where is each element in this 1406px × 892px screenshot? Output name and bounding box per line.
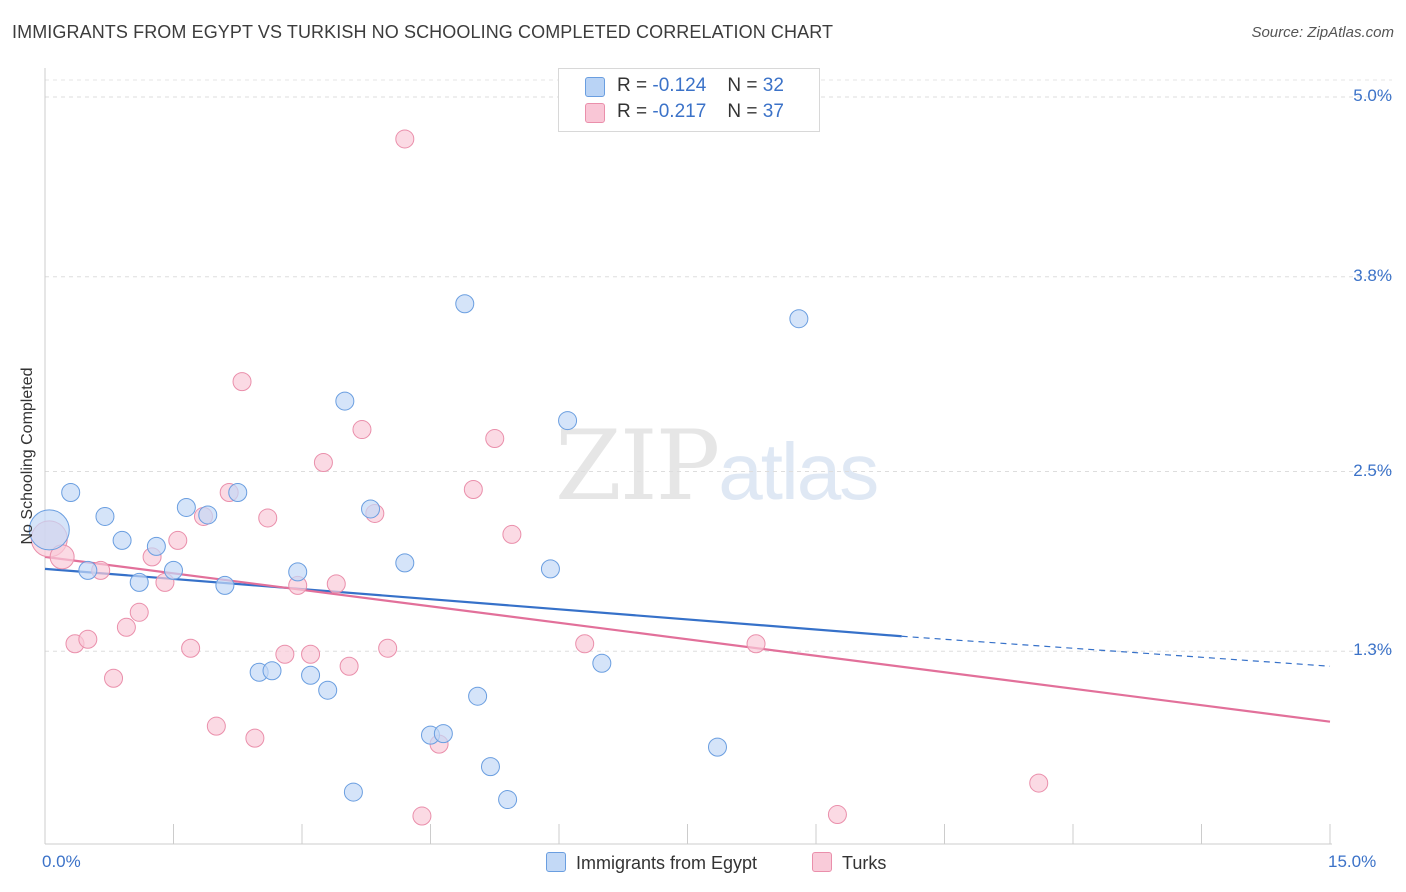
data-point [395, 553, 415, 573]
trend-line [44, 567, 902, 638]
data-point [78, 560, 98, 580]
data-point [395, 129, 415, 149]
trend-line [44, 555, 1331, 723]
data-point [258, 508, 278, 528]
data-point [129, 572, 149, 592]
legend-swatch-egypt [585, 77, 605, 97]
data-point [339, 656, 359, 676]
data-point [104, 668, 124, 688]
data-point [575, 634, 595, 654]
data-point [112, 530, 132, 550]
legend-swatch-turks [585, 103, 605, 123]
bottom-legend-label-egypt: Immigrants from Egypt [576, 853, 758, 873]
data-point [827, 805, 847, 825]
data-point [181, 638, 201, 658]
data-point [78, 629, 98, 649]
data-point [502, 524, 522, 544]
data-point [164, 560, 183, 580]
data-point [301, 665, 321, 685]
data-point [592, 653, 612, 673]
trend-line-extension [901, 635, 1331, 667]
data-point [318, 680, 338, 700]
data-point [95, 506, 115, 526]
data-point [335, 391, 355, 411]
data-point [313, 453, 333, 473]
data-point [558, 411, 578, 431]
data-point [746, 634, 766, 654]
y-tick-label: 2.5% [1353, 460, 1392, 480]
data-point [326, 574, 346, 594]
data-point [288, 562, 308, 582]
data-point [412, 806, 432, 826]
bottom-legend-swatch-turks [812, 852, 832, 872]
watermark: ZIPatlas [555, 410, 879, 522]
bottom-legend-label-turks: Turks [842, 853, 887, 873]
data-point [146, 536, 166, 556]
data-point [28, 509, 70, 551]
data-point [168, 530, 188, 550]
x-tick-label-min: 0.0% [42, 852, 81, 871]
data-point [480, 757, 500, 777]
data-point [352, 420, 372, 440]
data-point [361, 499, 381, 519]
data-point [245, 728, 265, 748]
data-point [498, 790, 518, 810]
correlation-legend: R = -0.124 N = 32 R = -0.217 N = 37 [558, 68, 820, 132]
y-axis-label: No Schooling Completed [19, 367, 36, 545]
data-point [206, 716, 226, 736]
axes [44, 68, 1332, 845]
data-point [176, 497, 196, 517]
data-point [116, 617, 136, 637]
data-point [262, 661, 282, 681]
y-tick-label: 1.3% [1353, 640, 1392, 660]
y-tick-label: 5.0% [1353, 86, 1392, 105]
gridlines [45, 79, 1392, 652]
data-point [463, 479, 483, 499]
data-point [129, 602, 149, 622]
data-point [61, 482, 81, 502]
trend-lines [44, 555, 1331, 723]
data-point [378, 638, 398, 658]
data-point [301, 644, 321, 664]
data-point [198, 505, 218, 525]
data-points [28, 129, 1049, 826]
bottom-legend-egypt: Immigrants from Egypt [546, 852, 757, 874]
data-point [232, 372, 252, 392]
data-point [433, 724, 453, 744]
legend-text-egypt: R = -0.124 N = 32 [617, 75, 784, 96]
data-point [228, 482, 248, 502]
x-tick-label-max: 15.0% [1328, 852, 1377, 871]
data-point [789, 309, 809, 329]
watermark-zip: ZIP [555, 410, 720, 522]
data-point [343, 782, 363, 802]
data-point [455, 294, 475, 314]
chart-title: IMMIGRANTS FROM EGYPT VS TURKISH NO SCHO… [12, 22, 834, 42]
data-point [468, 686, 488, 706]
data-point [540, 559, 560, 579]
data-point [275, 644, 295, 664]
bottom-legend-swatch-egypt [546, 852, 566, 872]
y-tick-label: 3.8% [1353, 265, 1392, 285]
data-point [215, 575, 235, 595]
legend-text-turks: R = -0.217 N = 37 [617, 101, 784, 122]
data-point [485, 429, 505, 449]
data-point [707, 737, 727, 757]
source-credit: Source: ZipAtlas.com [1251, 24, 1394, 41]
data-point [1029, 773, 1049, 793]
bottom-legend-turks: Turks [812, 852, 886, 874]
